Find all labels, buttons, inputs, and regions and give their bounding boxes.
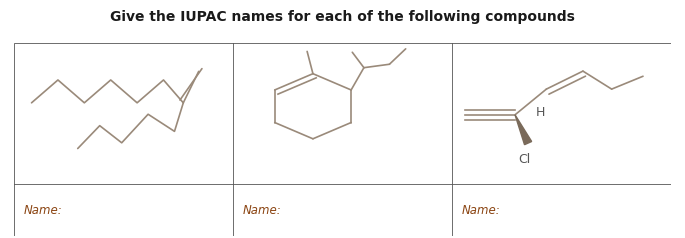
Text: H: H xyxy=(536,106,545,119)
Text: Name:: Name: xyxy=(23,204,62,217)
Text: Cl: Cl xyxy=(518,153,530,166)
Text: Name:: Name: xyxy=(242,204,282,217)
Text: Give the IUPAC names for each of the following compounds: Give the IUPAC names for each of the fol… xyxy=(110,10,575,24)
Text: Name:: Name: xyxy=(462,204,501,217)
Polygon shape xyxy=(515,115,532,145)
